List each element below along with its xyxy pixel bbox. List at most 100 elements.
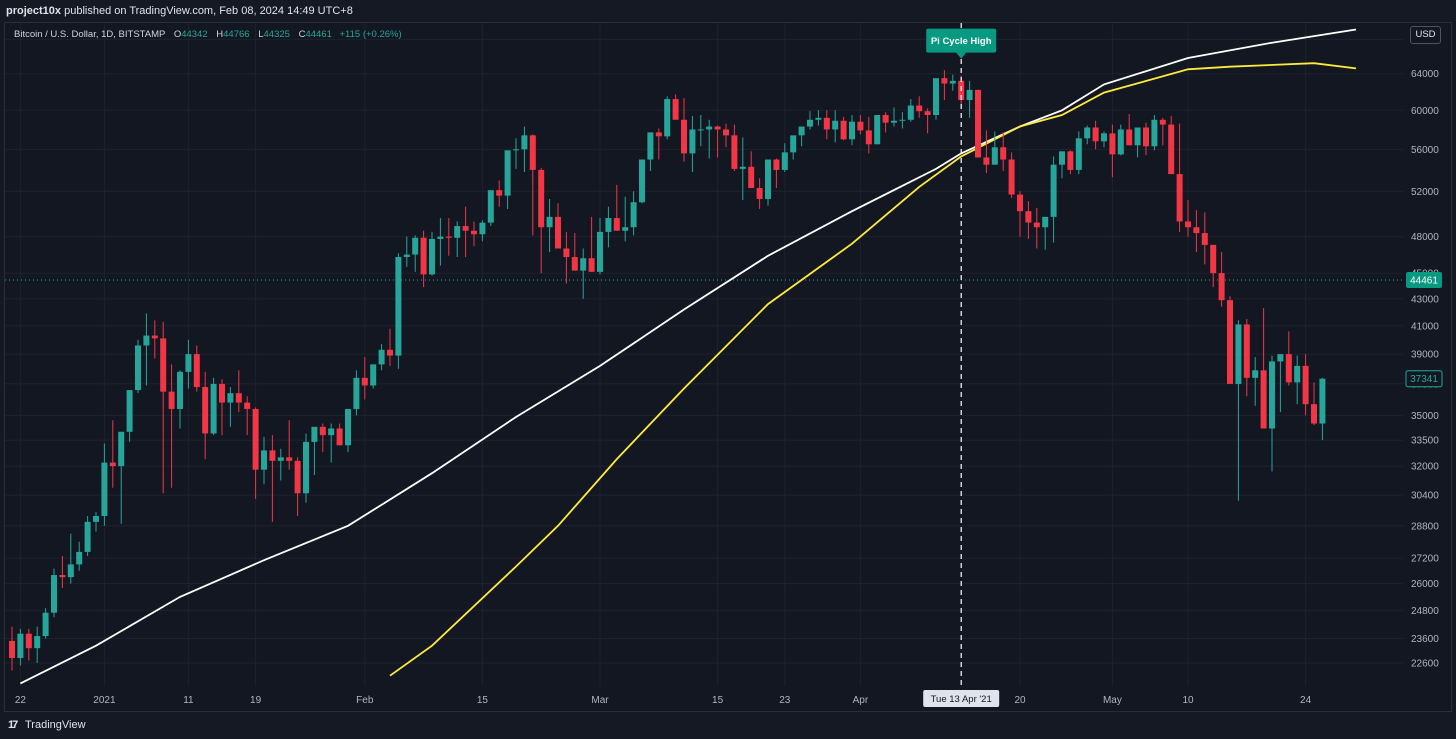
candle-body [672, 99, 679, 120]
currency-button[interactable]: USD [1410, 26, 1441, 44]
candle-body [286, 457, 293, 461]
candle-body [1159, 119, 1166, 125]
candle-body [1042, 216, 1049, 228]
candle-body [479, 222, 486, 235]
y-tick-label: 27200 [1411, 554, 1439, 565]
candle-body [1067, 151, 1074, 170]
x-tick-label: 24 [1300, 695, 1312, 706]
candle-body [496, 190, 503, 196]
candle-body [76, 551, 83, 565]
candle-body [227, 393, 234, 403]
candle-body [563, 248, 570, 257]
candle-body [84, 521, 91, 552]
candle-body [849, 121, 855, 140]
candle-body [412, 237, 419, 255]
publish-header: project10x published on TradingView.com,… [0, 0, 1456, 22]
candle-body [193, 354, 200, 387]
candle-body [1017, 194, 1023, 212]
candle-body [966, 89, 973, 100]
publish-info: project10x published on TradingView.com,… [6, 5, 353, 17]
candle-body [303, 441, 309, 494]
candle-body [823, 117, 830, 130]
y-tick-label: 32000 [1411, 462, 1439, 473]
candle-body [437, 236, 444, 239]
candle-body [387, 349, 393, 356]
low-value: 44325 [263, 29, 290, 40]
plot-area[interactable] [5, 28, 1403, 685]
x-tick-label: Mar [591, 695, 609, 706]
y-tick-label: 43000 [1411, 294, 1439, 305]
candle-body [1117, 129, 1124, 155]
candle-body [1311, 404, 1317, 424]
candle-body [991, 147, 998, 165]
candle-body [630, 202, 637, 228]
candle-body [882, 115, 889, 123]
y-tick-label: 48000 [1411, 232, 1439, 243]
candle-body [1269, 361, 1275, 429]
candle-body [714, 126, 721, 130]
brand-name: TradingView [25, 719, 86, 731]
candle-body [1134, 127, 1141, 146]
close-label: C [298, 29, 306, 40]
candle-body [1000, 147, 1007, 160]
candle-body [42, 612, 49, 637]
last-close-tag-label: 37341 [1410, 374, 1438, 385]
candle-body [370, 364, 377, 386]
candle-body [1252, 370, 1259, 378]
symbol-title[interactable]: Bitcoin / U.S. Dollar, 1D, BITSTAMP [14, 29, 166, 40]
candle-body [689, 129, 696, 154]
y-tick-label: 35000 [1411, 411, 1439, 422]
candle-body [529, 135, 536, 170]
candle-body [706, 126, 713, 130]
x-tick-label: 19 [250, 695, 262, 706]
x-tick-label: 2021 [93, 695, 116, 706]
y-tick-label: 41000 [1411, 321, 1439, 332]
candle-body [17, 633, 24, 659]
candle-body [1294, 365, 1301, 383]
candle-body [857, 121, 864, 131]
y-tick-label: 26000 [1411, 579, 1439, 590]
author-name[interactable]: project10x [6, 5, 62, 17]
candle-body [588, 258, 595, 272]
candle-body [1109, 133, 1116, 155]
chart-pane[interactable] [4, 22, 1452, 712]
y-tick-label: 28800 [1411, 521, 1439, 532]
candle-body [639, 159, 645, 203]
annotation-box[interactable] [926, 28, 997, 53]
candle-body [101, 462, 108, 517]
candle-body [403, 254, 410, 257]
slow-ma-line [19, 28, 1357, 685]
candle-body [748, 166, 755, 189]
y-tick-label: 33500 [1411, 436, 1439, 447]
y-tick-label: 64000 [1411, 69, 1439, 80]
candle-body [269, 450, 276, 461]
x-tick-label: 22 [15, 695, 27, 706]
candle-body [1176, 174, 1183, 222]
fast-ma-line [389, 62, 1357, 677]
high-label: H [216, 29, 224, 40]
candle-body [1243, 324, 1250, 378]
candle-body [185, 354, 192, 372]
candle-body [546, 216, 553, 228]
tradingview-logo[interactable]: 17 TradingView [8, 719, 86, 731]
candle-body [933, 78, 939, 116]
candle-body [832, 120, 839, 130]
x-tick-label: 20 [1014, 695, 1026, 706]
candle-body [210, 383, 217, 434]
y-tick-label: 39000 [1411, 350, 1439, 361]
candle-body [151, 335, 158, 339]
y-tick-label: 22600 [1411, 658, 1439, 669]
candle-body [739, 166, 746, 169]
candle-body [521, 135, 528, 150]
candle-body [1218, 273, 1225, 301]
candle-body [471, 230, 477, 235]
candle-body [261, 450, 267, 470]
candle-body [9, 640, 15, 659]
candle-body [445, 236, 452, 238]
candle-body [109, 462, 116, 467]
candle-body [580, 258, 587, 271]
last-close-tag-box [1405, 370, 1443, 388]
high-value: 44766 [223, 29, 250, 40]
candle-body [93, 516, 99, 522]
